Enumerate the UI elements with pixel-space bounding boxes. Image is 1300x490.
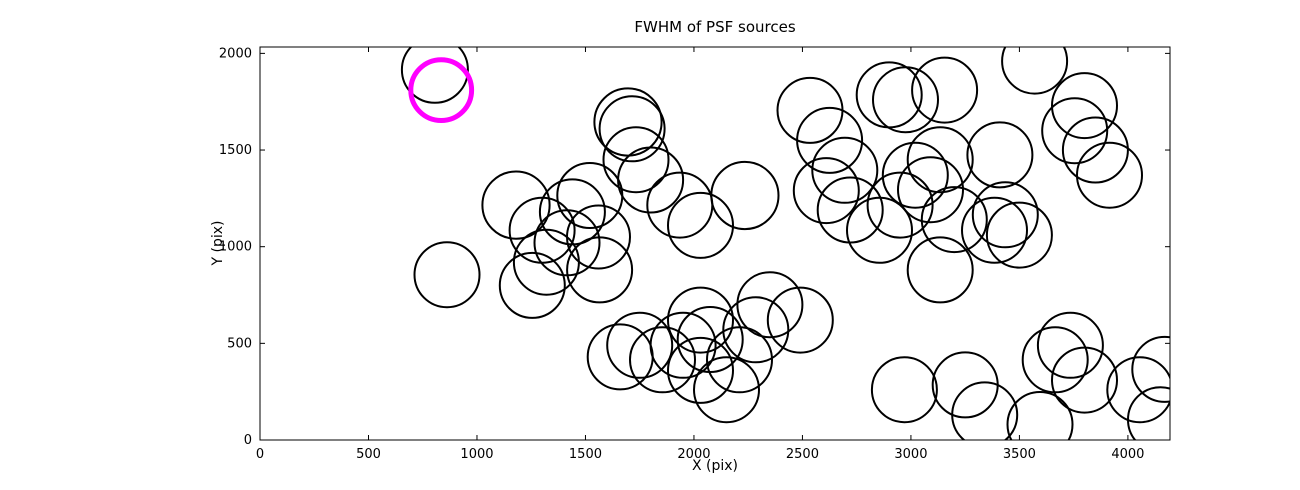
psf-circle [1006, 391, 1074, 440]
psf-circle [598, 95, 666, 163]
psf-circle [1036, 311, 1104, 379]
psf-circle [866, 171, 934, 239]
psf-circle [846, 196, 913, 264]
psf-circle [951, 381, 1019, 440]
psf-circle [1061, 116, 1129, 184]
psf-circle [1076, 141, 1143, 209]
psf-circle [722, 296, 790, 364]
x-tick-label: 500 [356, 447, 381, 462]
x-tick-label: 2000 [677, 447, 710, 462]
x-tick-label: 1500 [569, 447, 602, 462]
psf-circle [766, 286, 834, 354]
psf-circle [1041, 97, 1109, 165]
psf-circle [667, 286, 734, 354]
psf-circle [1131, 335, 1170, 403]
y-tick-label: 2000 [219, 46, 252, 61]
tick-labels: 0 500 1000 1500 2000 2500 3000 3500 4000 0 500 1000… [219, 46, 1145, 462]
psf-circle [881, 141, 949, 209]
psf-circle [1051, 72, 1118, 140]
y-tick-label: 1000 [219, 240, 252, 255]
psf-circle [606, 311, 674, 379]
psf-circle [872, 66, 939, 134]
psf-circle [667, 336, 734, 404]
psf-circle [667, 191, 734, 259]
psf-circle [706, 326, 773, 394]
psf-circle [961, 196, 1028, 264]
psf-circles-group [400, 47, 1170, 440]
x-tick-label: 2500 [786, 447, 819, 462]
y-tick-label: 1500 [219, 143, 252, 158]
chart-title: FWHM of PSF sources [634, 18, 796, 36]
psf-circle [736, 271, 804, 339]
psf-circle [811, 136, 879, 204]
psf-circle [710, 160, 780, 231]
psf-circle [498, 251, 566, 319]
x-axis-label: X (pix) [691, 458, 739, 474]
tick-marks [259, 47, 1170, 441]
psf-circle [649, 311, 717, 379]
psf-circle [796, 106, 864, 174]
psf-circle [629, 326, 696, 394]
psf-circle [1001, 47, 1069, 95]
psf-circle [792, 157, 860, 225]
psf-circle [906, 126, 974, 194]
psf-circle [870, 356, 938, 424]
psf-circle [566, 236, 634, 304]
psf-circle [971, 181, 1039, 249]
x-tick-label: 1000 [460, 447, 493, 462]
psf-circle [966, 121, 1034, 189]
psf-circle [1127, 386, 1170, 440]
psf-circle [400, 47, 469, 104]
y-axis-label: Y (pix) [210, 220, 226, 266]
x-tick-label: 4000 [1111, 447, 1144, 462]
psf-circle [538, 178, 606, 246]
psf-circle [1051, 346, 1118, 414]
psf-circle [413, 241, 481, 309]
axes-background [260, 47, 1170, 440]
x-tick-label: 3500 [1003, 447, 1036, 462]
x-tick-label: 0 [256, 447, 264, 462]
psf-circle [911, 56, 979, 124]
psf-circle [693, 356, 760, 424]
y-tick-label: 0 [244, 433, 252, 448]
psf-circle [897, 156, 964, 224]
psf-circle [481, 170, 551, 240]
psf-circle [1106, 356, 1170, 424]
psf-circle [906, 236, 974, 304]
y-tick-label: 500 [227, 336, 252, 351]
psf-circle [602, 126, 670, 194]
x-tick-label: 3000 [894, 447, 927, 462]
psf-circle [985, 201, 1053, 269]
highlighted-psf-circle [408, 57, 475, 123]
psf-circle [617, 146, 685, 214]
psf-circle [566, 204, 631, 270]
psf-circle [920, 186, 988, 254]
axes-frame [259, 46, 1171, 441]
